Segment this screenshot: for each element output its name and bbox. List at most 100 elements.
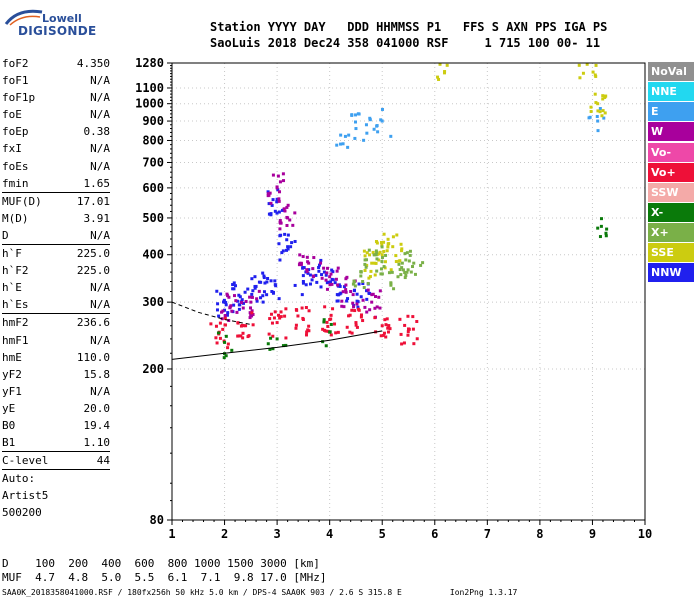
echo-point [398, 317, 402, 321]
echo-point [585, 62, 589, 66]
echo-point [277, 199, 281, 203]
echo-point [598, 235, 602, 239]
echo-point [267, 193, 271, 197]
echo-point [267, 212, 271, 216]
echo-point [383, 260, 387, 264]
echo-point [314, 273, 318, 277]
echo-point [354, 323, 358, 327]
echo-point [322, 318, 326, 322]
echo-point [230, 348, 234, 352]
echo-point [329, 272, 333, 276]
echo-point [305, 330, 309, 334]
echo-point [270, 290, 274, 293]
echo-point [362, 138, 366, 142]
echo-point [403, 252, 407, 256]
echo-point [278, 180, 282, 184]
echo-point [222, 300, 226, 304]
echo-point [277, 197, 281, 201]
echo-point [278, 316, 282, 320]
echo-point [288, 218, 292, 222]
echo-point [342, 285, 346, 289]
param-row: foEp 0.38 [2, 123, 110, 140]
echo-point [271, 173, 275, 177]
echo-point [232, 287, 236, 291]
echo-point [412, 342, 416, 346]
x-tick-label: 8 [536, 527, 543, 541]
echo-point [296, 314, 300, 318]
echo-point [275, 200, 279, 204]
echo-point [411, 315, 415, 319]
echo-point [406, 330, 410, 334]
echo-point [306, 260, 310, 264]
x-tick-label: 6 [431, 527, 438, 541]
echo-point [331, 307, 335, 311]
echo-point [359, 315, 363, 319]
echo-point [363, 262, 367, 266]
echo-point [240, 298, 244, 302]
echo-point [331, 278, 335, 282]
echo-point [305, 270, 309, 274]
logo-swoosh-icon [4, 9, 43, 26]
param-row: hmF2 236.6 [2, 313, 110, 331]
echo-point [250, 277, 254, 281]
header-line-2: SaoLuis 2018 Dec24 358 041000 RSF 1 715 … [210, 36, 601, 50]
echo-point [365, 263, 369, 267]
echo-point [394, 254, 398, 258]
echo-point [295, 308, 299, 312]
echo-point [304, 283, 308, 287]
param-row: h`F 225.0 [2, 244, 110, 262]
legend-item: Vo+ [648, 162, 694, 182]
echo-point [241, 301, 245, 305]
echo-point [345, 299, 349, 303]
echo-point [389, 268, 393, 272]
echo-point [374, 240, 378, 244]
echo-point [324, 273, 328, 277]
legend-item: SSE [648, 243, 694, 263]
echo-point [308, 273, 312, 277]
param-value: 3.91 [83, 211, 111, 225]
echo-point [239, 334, 243, 338]
echo-point [268, 317, 272, 321]
param-value: 1.65 [83, 176, 111, 190]
echo-point [293, 211, 297, 215]
echo-point [411, 265, 415, 269]
echo-point [368, 253, 372, 257]
echo-point [275, 337, 279, 341]
echo-point [248, 295, 252, 299]
autoscaling-info: Auto: [2, 469, 110, 487]
echo-point [283, 314, 287, 318]
echo-point [399, 242, 403, 246]
echo-point [282, 207, 286, 211]
echo-point [390, 270, 394, 274]
echo-point [227, 295, 231, 299]
echo-point [322, 270, 326, 274]
echo-point [278, 258, 282, 262]
echo-point [315, 280, 319, 284]
echo-point [350, 113, 354, 117]
echo-point [326, 266, 330, 270]
echo-point [359, 313, 363, 317]
echo-point [363, 269, 367, 273]
echo-point [407, 327, 411, 331]
param-name: h`F [2, 247, 22, 261]
echo-point [228, 305, 232, 309]
echo-point [259, 296, 263, 300]
echo-point [328, 283, 332, 287]
echo-point [308, 282, 312, 286]
echo-point [353, 309, 357, 313]
echo-point [406, 268, 410, 272]
echo-point [328, 280, 332, 284]
param-value: 236.6 [76, 316, 110, 330]
echo-point [223, 323, 227, 327]
param-row: yE 20.0 [2, 400, 110, 417]
echo-point [234, 299, 238, 303]
param-name: foF1p [2, 91, 36, 105]
param-row: D N/A [2, 227, 110, 244]
echo-point [346, 145, 350, 149]
echo-point [379, 118, 383, 122]
echo-point [266, 192, 270, 196]
echo-point [215, 341, 219, 345]
echo-point [596, 129, 600, 133]
param-name: B0 [2, 418, 16, 432]
param-name: yF2 [2, 367, 22, 381]
